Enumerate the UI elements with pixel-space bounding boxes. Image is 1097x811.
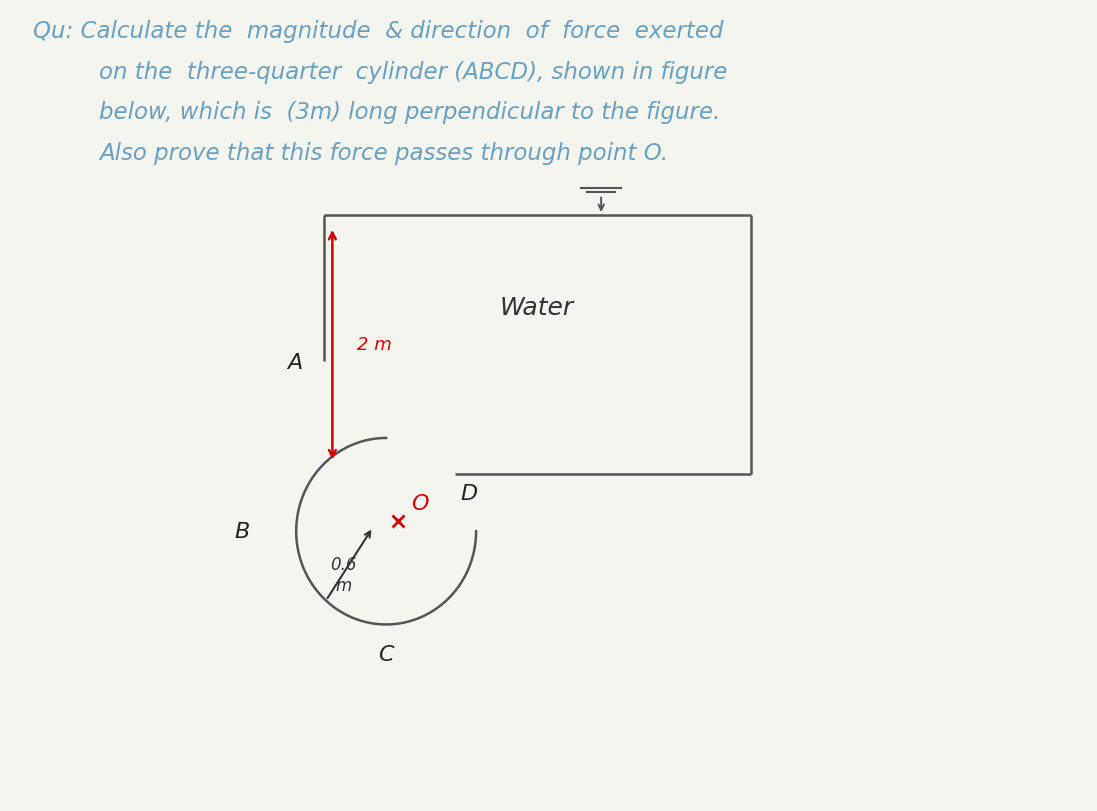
- Text: below, which is  (3m) long perpendicular to the figure.: below, which is (3m) long perpendicular …: [99, 101, 720, 124]
- Text: 0.6
m: 0.6 m: [330, 556, 357, 595]
- Text: Qu: Calculate the  magnitude  & direction  of  force  exerted: Qu: Calculate the magnitude & direction …: [33, 20, 723, 43]
- Text: A: A: [287, 354, 303, 373]
- Text: D: D: [461, 484, 478, 504]
- Text: O: O: [411, 494, 429, 514]
- Text: Water: Water: [499, 296, 574, 320]
- Text: Also prove that this force passes through point O.: Also prove that this force passes throug…: [99, 142, 668, 165]
- Text: C: C: [378, 645, 394, 665]
- Text: 2 m: 2 m: [357, 336, 392, 354]
- Text: B: B: [235, 522, 250, 542]
- Text: on the  three-quarter  cylinder (ABCD), shown in figure: on the three-quarter cylinder (ABCD), sh…: [99, 61, 727, 84]
